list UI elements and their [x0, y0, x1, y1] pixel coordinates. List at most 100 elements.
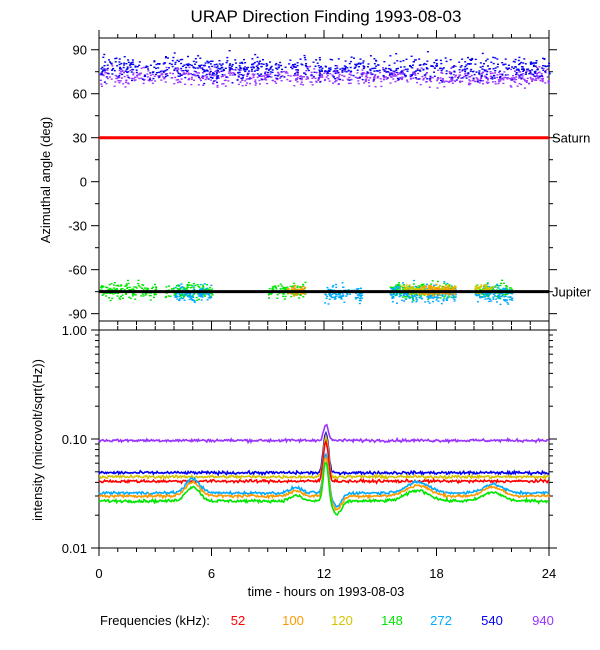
- azimuth-points-540-khz: [203, 69, 206, 71]
- azimuth-points-148-khz: [283, 286, 286, 289]
- azimuth-points-940-khz: [201, 72, 204, 74]
- azimuth-points-540-khz: [256, 66, 259, 69]
- azimuth-points-148-khz: [125, 284, 128, 286]
- azimuth-points-540-khz: [181, 58, 184, 61]
- azimuth-points-540-khz: [426, 68, 429, 70]
- azimuth-points-272-khz: [332, 296, 335, 299]
- azimuth-points-940-khz: [139, 72, 142, 75]
- azimuth-points-940-khz: [237, 83, 240, 86]
- azimuth-points-940-khz: [446, 80, 449, 83]
- azimuth-points-540-khz: [359, 58, 362, 60]
- azimuth-points-540-khz: [464, 70, 467, 73]
- azimuth-points-540-khz: [397, 78, 400, 81]
- azimuth-points-940-khz: [164, 81, 167, 83]
- azimuth-points-940-khz: [502, 79, 505, 81]
- azimuth-points-148-khz: [186, 286, 189, 288]
- azimuth-points-120-khz: [488, 288, 491, 290]
- azimuth-points-120-khz: [412, 287, 415, 290]
- azimuth-points-540-khz: [101, 71, 104, 73]
- azimuth-points-540-khz: [121, 73, 124, 76]
- azimuth-points-940-khz: [230, 72, 233, 74]
- azimuth-points-272-khz: [509, 296, 512, 298]
- azimuth-points-272-khz: [411, 301, 414, 303]
- azimuth-points-120-khz: [482, 289, 485, 291]
- azimuth-points-272-khz: [418, 297, 421, 299]
- azimuth-points-148-khz: [194, 284, 197, 287]
- azimuth-points-148-khz: [478, 288, 481, 291]
- azimuth-points-540-khz: [250, 66, 253, 69]
- azimuth-points-100-khz: [426, 289, 429, 291]
- azimuth-points-540-khz: [367, 72, 370, 74]
- azimuth-points-940-khz: [338, 75, 341, 77]
- azimuth-points-940-khz: [337, 78, 340, 80]
- azimuth-points-540-khz: [155, 63, 158, 66]
- azimuth-points-540-khz: [260, 65, 263, 68]
- azimuth-points-148-khz: [504, 293, 507, 296]
- azimuth-points-940-khz: [459, 81, 462, 83]
- azimuth-points-272-khz: [484, 292, 487, 295]
- azimuth-points-940-khz: [245, 78, 248, 80]
- azimuth-points-940-khz: [498, 80, 501, 82]
- azimuth-ytick-label: 90: [73, 43, 87, 58]
- azimuth-points-148-khz: [126, 287, 129, 290]
- azimuth-points-540-khz: [208, 66, 211, 68]
- azimuth-points-272-khz: [481, 296, 483, 299]
- azimuth-points-148-khz: [448, 296, 451, 298]
- azimuth-points-540-khz: [192, 67, 195, 69]
- azimuth-points-540-khz: [513, 61, 516, 63]
- azimuth-points-940-khz: [401, 73, 404, 75]
- azimuth-points-940-khz: [176, 69, 179, 71]
- azimuth-points-272-khz: [335, 293, 338, 296]
- azimuth-points-540-khz: [481, 65, 484, 68]
- azimuth-points-540-khz: [143, 74, 146, 76]
- azimuth-points-540-khz: [301, 64, 304, 66]
- azimuth-points-540-khz: [492, 68, 495, 70]
- azimuth-points-148-khz: [141, 293, 144, 295]
- azimuth-points-272-khz: [398, 286, 401, 288]
- azimuth-points-540-khz: [548, 62, 551, 65]
- azimuth-points-540-khz: [229, 67, 232, 69]
- azimuth-points-540-khz: [192, 66, 195, 68]
- azimuth-points-272-khz: [426, 287, 429, 290]
- azimuth-panel-points: [99, 50, 551, 306]
- azimuth-points-148-khz: [185, 287, 188, 290]
- azimuth-points-940-khz: [307, 66, 310, 68]
- azimuth-points-540-khz: [124, 70, 127, 72]
- azimuth-points-272-khz: [426, 296, 429, 298]
- intensity-ytick-label: 0.01: [62, 541, 87, 556]
- azimuth-points-940-khz: [193, 73, 196, 76]
- azimuth-points-540-khz: [373, 58, 376, 60]
- azimuth-points-148-khz: [132, 288, 135, 290]
- azimuth-points-272-khz: [185, 294, 188, 296]
- azimuth-points-272-khz: [178, 293, 181, 296]
- azimuth-points-940-khz: [365, 78, 368, 80]
- azimuth-points-540-khz: [544, 71, 547, 73]
- azimuth-points-100-khz: [450, 288, 452, 291]
- azimuth-points-540-khz: [409, 75, 412, 78]
- azimuth-points-940-khz: [294, 79, 297, 81]
- azimuth-points-272-khz: [396, 302, 398, 304]
- azimuth-points-540-khz: [493, 77, 496, 79]
- azimuth-points-940-khz: [278, 65, 281, 67]
- azimuth-points-540-khz: [253, 67, 255, 69]
- azimuth-points-540-khz: [216, 76, 219, 78]
- azimuth-points-120-khz: [417, 288, 420, 291]
- azimuth-points-540-khz: [360, 73, 363, 75]
- azimuth-points-940-khz: [388, 75, 391, 77]
- azimuth-points-120-khz: [408, 293, 411, 296]
- azimuth-points-148-khz: [412, 283, 415, 285]
- azimuth-points-540-khz: [375, 59, 378, 62]
- azimuth-points-540-khz: [220, 66, 223, 68]
- azimuth-points-540-khz: [155, 67, 157, 70]
- azimuth-points-540-khz: [158, 76, 161, 78]
- azimuth-points-940-khz: [102, 73, 105, 76]
- azimuth-points-540-khz: [201, 68, 204, 71]
- azimuth-points-540-khz: [251, 68, 254, 71]
- azimuth-points-540-khz: [118, 63, 121, 66]
- azimuth-points-540-khz: [312, 61, 315, 63]
- azimuth-points-540-khz: [256, 56, 259, 59]
- azimuth-points-148-khz: [268, 297, 270, 299]
- azimuth-points-540-khz: [461, 69, 464, 71]
- azimuth-points-540-khz: [460, 65, 463, 67]
- azimuth-points-940-khz: [514, 81, 517, 84]
